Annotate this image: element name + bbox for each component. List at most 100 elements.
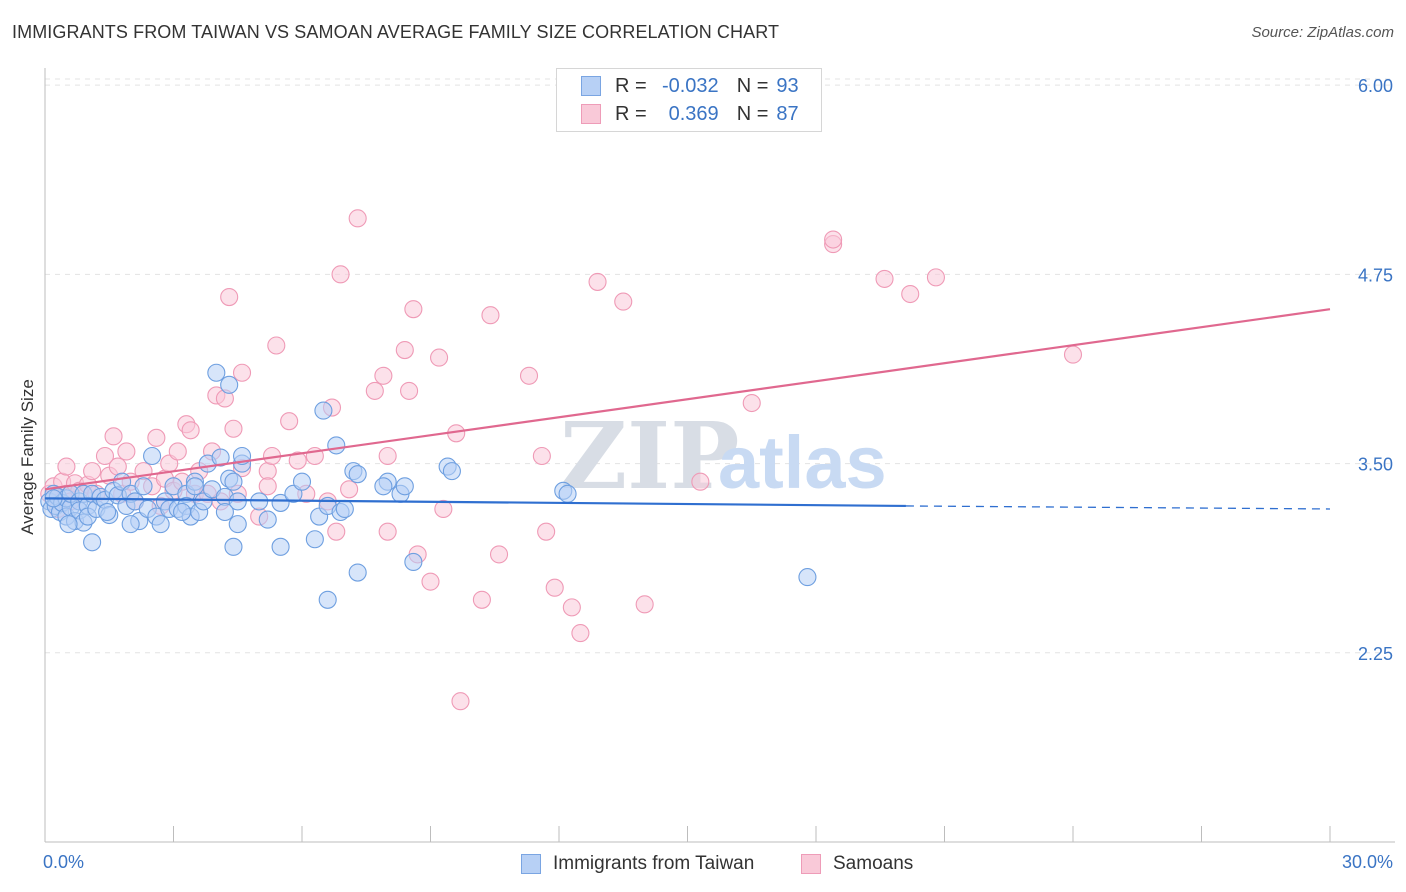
samoan-point	[258, 462, 277, 481]
taiwan-point	[305, 530, 324, 549]
taiwan-point	[228, 515, 247, 534]
samoan-point	[374, 366, 393, 385]
taiwan-point	[98, 502, 117, 522]
y-tick-label: 4.75	[1358, 265, 1393, 285]
samoan-point	[147, 428, 166, 447]
trend-line-taiwan-extension	[905, 505, 1331, 510]
taiwan-point	[59, 515, 78, 534]
samoan-point	[378, 522, 397, 541]
taiwan-point	[185, 477, 204, 496]
samoan-point	[545, 578, 564, 597]
taiwan-point	[228, 492, 247, 511]
legend-label-taiwan: Immigrants from Taiwan	[553, 853, 755, 874]
taiwan-point	[395, 477, 414, 496]
samoan-point	[400, 381, 419, 400]
legend-n-label: N =	[736, 102, 769, 125]
samoan-point	[901, 284, 920, 304]
samoan-point	[365, 381, 384, 400]
trend-line-taiwan	[44, 497, 906, 508]
taiwan-point	[348, 465, 367, 484]
samoan-point	[57, 457, 76, 476]
samoan-point	[451, 692, 470, 711]
samoan-point	[489, 545, 509, 564]
legend-swatch-blue	[521, 854, 541, 874]
samoan-point	[537, 522, 556, 541]
taiwan-point	[211, 448, 230, 467]
samoan-point	[327, 522, 346, 541]
samoan-point	[288, 451, 307, 470]
samoan-point	[430, 348, 449, 367]
legend-row-taiwan: R = -0.032 N = 93	[581, 73, 799, 99]
samoan-point	[472, 590, 491, 609]
samoan-point	[635, 595, 654, 614]
taiwan-point	[258, 510, 277, 529]
samoan-point	[421, 572, 440, 591]
x-tick-min: 0.0%	[43, 852, 85, 872]
legend-n-value: 87	[776, 102, 799, 125]
samoan-point	[614, 292, 633, 311]
samoan-point	[926, 268, 945, 287]
legend-item-taiwan[interactable]: Immigrants from Taiwan	[521, 853, 754, 875]
watermark: ZIP atlas	[560, 402, 887, 510]
legend-r-label: R =	[615, 102, 647, 125]
legend-swatch-pink	[801, 854, 821, 874]
samoan-point	[168, 442, 187, 461]
taiwan-point	[348, 563, 367, 582]
samoan-point	[378, 446, 397, 466]
samoan-point	[1063, 345, 1083, 364]
samoan-point	[104, 427, 123, 446]
samoan-point	[348, 209, 367, 228]
y-tick-labels: 2.25 3.50 4.75 6.00	[1358, 76, 1393, 664]
samoan-point	[258, 477, 277, 496]
taiwan-point	[442, 462, 461, 481]
taiwan-point	[374, 477, 393, 496]
taiwan-point	[215, 502, 234, 522]
legend-swatch-pink	[581, 104, 601, 124]
samoan-point	[117, 442, 136, 461]
chart-title: IMMIGRANTS FROM TAIWAN VS SAMOAN AVERAGE…	[12, 22, 780, 42]
taiwan-point	[335, 499, 354, 519]
watermark-zip: ZIP	[560, 402, 739, 510]
samoan-point	[83, 462, 102, 481]
samoan-point	[434, 499, 453, 519]
samoan-point	[404, 300, 423, 319]
samoan-point	[481, 306, 500, 325]
samoan-point	[571, 624, 590, 643]
taiwan-point	[314, 401, 333, 420]
taiwan-point	[224, 472, 243, 491]
taiwan-point	[207, 363, 226, 382]
y-tick-label: 2.25	[1358, 644, 1393, 664]
samoan-point	[562, 598, 581, 617]
legend-row-samoans: R = 0.369 N = 87	[581, 101, 799, 127]
samoan-point	[519, 366, 539, 385]
samoan-point	[395, 340, 414, 360]
samoan-point	[824, 230, 843, 249]
taiwan-point	[798, 568, 817, 587]
legend-n-label: N =	[736, 74, 769, 97]
trend-line-samoans	[44, 308, 1331, 491]
taiwan-point	[404, 552, 423, 572]
samoan-point	[108, 457, 127, 476]
trend-lines	[44, 308, 1331, 510]
taiwan-point	[220, 375, 239, 394]
legend-item-samoans[interactable]: Samoans	[801, 853, 913, 875]
taiwan-point	[327, 436, 346, 455]
taiwan-point	[292, 472, 312, 491]
samoan-point	[588, 272, 607, 291]
taiwan-point	[271, 537, 290, 556]
samoan-point	[331, 265, 350, 284]
samoan-point	[224, 419, 243, 438]
samoan-point	[875, 269, 894, 288]
x-tick-max: 30.0%	[1341, 852, 1393, 872]
samoan-point	[95, 446, 115, 466]
samoan-point	[280, 412, 299, 431]
taiwan-point	[558, 484, 577, 503]
samoan-point	[232, 363, 252, 382]
legend-r-label: R =	[615, 74, 647, 97]
taiwan-point	[83, 533, 102, 552]
taiwan-point	[121, 515, 140, 534]
taiwan-point	[318, 590, 337, 609]
y-tick-label: 6.00	[1358, 76, 1393, 96]
legend-r-value: 0.369	[668, 102, 719, 125]
